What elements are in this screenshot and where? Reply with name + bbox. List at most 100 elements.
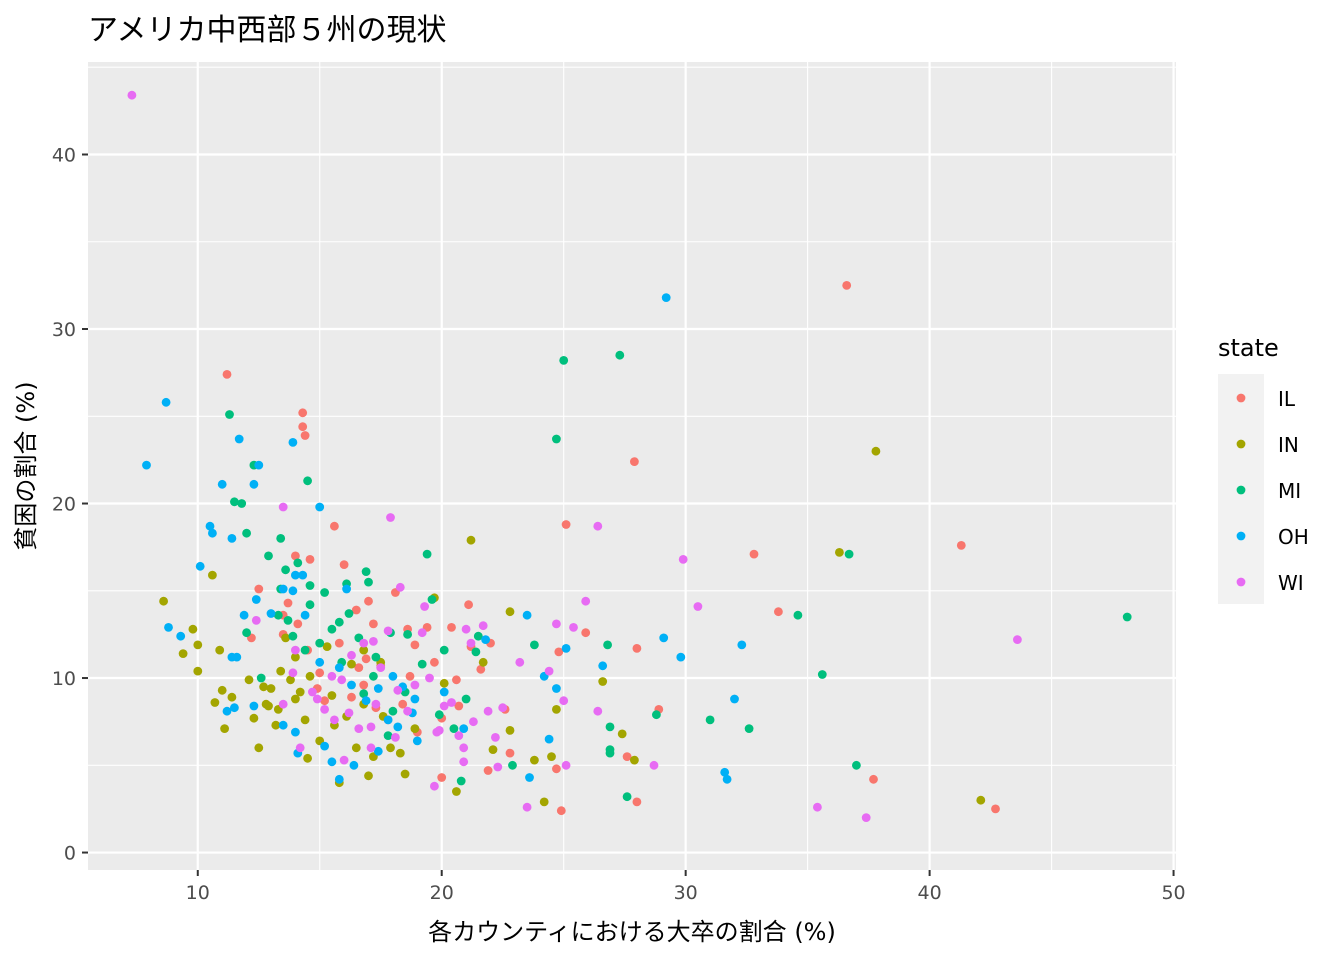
- data-point-oh: [373, 684, 383, 693]
- data-point-mi: [256, 673, 266, 683]
- data-point-il: [632, 797, 642, 807]
- data-point-il: [300, 431, 310, 440]
- y-axis-title: 貧困の割合 (%): [12, 381, 40, 550]
- data-point-wi: [403, 706, 412, 716]
- data-point-wi: [383, 626, 393, 636]
- data-point-wi: [593, 521, 603, 531]
- data-point-oh: [361, 696, 371, 706]
- data-point-mi: [364, 577, 373, 587]
- data-point-mi: [473, 631, 483, 641]
- data-point-mi: [622, 792, 632, 802]
- data-point-in: [466, 535, 476, 545]
- data-point-in: [295, 687, 305, 697]
- data-point-in: [530, 755, 539, 765]
- legend-key-oh: [1236, 531, 1246, 541]
- y-tick-label: 20: [52, 494, 76, 516]
- data-point-mi: [264, 551, 273, 561]
- data-point-il: [437, 773, 447, 782]
- data-point-in: [291, 652, 300, 662]
- data-point-oh: [730, 694, 739, 704]
- legend: state IL IN MI OH WI: [1218, 334, 1309, 604]
- data-point-in: [539, 797, 549, 807]
- data-point-wi: [278, 502, 288, 512]
- data-point-wi: [1013, 635, 1022, 644]
- legend-label-mi: MI: [1278, 479, 1301, 503]
- chart-title: アメリカ中西部５州の現状: [88, 13, 447, 48]
- data-point-oh: [598, 661, 608, 671]
- data-point-in: [478, 657, 488, 667]
- data-point-mi: [456, 776, 466, 786]
- data-point-in: [617, 729, 627, 739]
- data-point-oh: [720, 767, 730, 777]
- data-point-oh: [291, 570, 300, 580]
- data-point-wi: [561, 760, 571, 770]
- data-point-il: [254, 584, 264, 594]
- legend-key-il: [1236, 393, 1246, 403]
- legend-label-oh: OH: [1278, 525, 1309, 549]
- data-point-mi: [288, 631, 298, 641]
- data-point-oh: [410, 694, 420, 704]
- data-point-il: [632, 644, 642, 653]
- data-point-mi: [705, 715, 715, 725]
- data-point-oh: [393, 722, 403, 732]
- data-point-in: [452, 787, 461, 796]
- data-point-il: [476, 664, 486, 674]
- data-point-wi: [552, 619, 561, 629]
- data-point-mi: [230, 497, 239, 507]
- major-gridlines: [88, 62, 1176, 870]
- legend-label-wi: WI: [1278, 571, 1304, 595]
- data-point-il: [369, 619, 378, 629]
- data-point-il: [305, 555, 315, 564]
- data-point-wi: [339, 755, 349, 765]
- data-point-oh: [298, 570, 308, 580]
- data-point-in: [364, 771, 373, 781]
- data-point-oh: [227, 534, 237, 543]
- data-point-wi: [693, 602, 703, 611]
- data-point-il: [554, 647, 564, 657]
- data-point-mi: [744, 724, 754, 733]
- data-point-oh: [251, 595, 261, 604]
- data-point-il: [749, 549, 759, 559]
- data-point-wi: [544, 666, 554, 676]
- data-point-il: [351, 605, 361, 615]
- data-point-wi: [593, 706, 603, 716]
- data-point-wi: [515, 657, 525, 667]
- data-point-in: [835, 548, 844, 557]
- data-point-wi: [649, 760, 659, 770]
- data-point-il: [622, 752, 632, 761]
- data-point-wi: [127, 90, 137, 100]
- data-point-in: [505, 726, 515, 735]
- data-point-in: [159, 596, 169, 606]
- data-point-il: [454, 701, 464, 711]
- data-point-oh: [334, 774, 344, 784]
- data-point-in: [220, 724, 230, 733]
- data-point-il: [298, 408, 308, 418]
- data-point-il: [561, 520, 571, 529]
- x-tick-label: 10: [186, 882, 210, 904]
- data-point-wi: [251, 616, 261, 625]
- legend-key-mi: [1236, 485, 1246, 495]
- data-point-il: [361, 654, 371, 664]
- x-tick-label: 40: [918, 882, 942, 904]
- data-point-oh: [288, 586, 298, 596]
- plot-panel: [88, 62, 1176, 870]
- data-point-oh: [249, 479, 259, 489]
- data-point-mi: [530, 640, 539, 650]
- data-point-wi: [291, 645, 300, 655]
- data-point-mi: [603, 640, 612, 650]
- data-point-il: [398, 699, 408, 709]
- data-point-oh: [239, 610, 249, 620]
- data-point-in: [359, 645, 369, 655]
- data-point-oh: [327, 757, 337, 767]
- data-point-il: [956, 541, 966, 550]
- data-point-in: [291, 694, 300, 704]
- data-point-wi: [337, 675, 347, 685]
- data-point-wi: [581, 596, 591, 606]
- data-point-il: [630, 457, 639, 466]
- data-point-oh: [481, 635, 490, 644]
- data-point-il: [354, 663, 364, 672]
- data-point-in: [178, 649, 188, 658]
- data-point-wi: [327, 671, 337, 681]
- data-point-il: [298, 422, 308, 432]
- data-point-il: [339, 560, 349, 569]
